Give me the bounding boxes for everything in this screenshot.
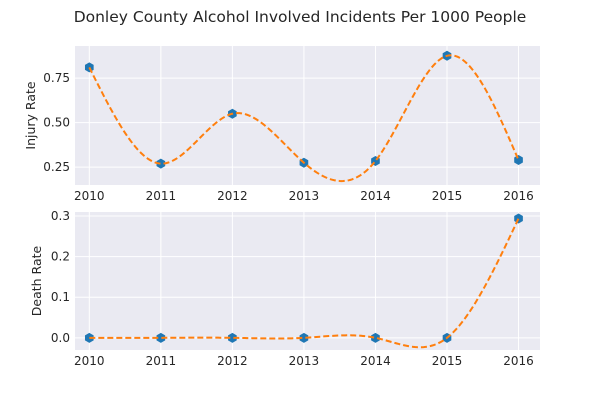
death-x-tick-label: 2010 [74, 354, 105, 368]
injury-x-tick-label: 2016 [503, 189, 534, 203]
injury-y-axis-label: Injury Rate [23, 81, 38, 149]
death-y-tick-label: 0.2 [51, 250, 70, 264]
death-data-point [228, 332, 237, 343]
death-y-axis-label: Death Rate [29, 245, 44, 316]
injury-rate-panel: 2010 2011 2012 2013 2014 2015 2016 0.25 0.50 0.75… [23, 46, 540, 203]
death-trend-curve [89, 218, 520, 349]
figure-title: Donley County Alcohol Involved Incidents… [74, 8, 527, 26]
injury-trend-curve [88, 54, 520, 183]
injury-x-tick-label: 2013 [289, 189, 320, 203]
injury-y-tick-label: 0.25 [43, 160, 70, 174]
injury-x-tick-label: 2012 [217, 189, 248, 203]
death-x-tick-label: 2015 [432, 354, 463, 368]
death-data-point [299, 332, 309, 343]
injury-data-point [156, 158, 166, 169]
death-y-tick-label: 0.1 [51, 290, 70, 304]
death-x-tick-label: 2014 [360, 354, 391, 368]
death-rate-panel: 2010 2011 2012 2013 2014 2015 2016 0.0 0.1 0.2 0.3… [29, 209, 540, 368]
injury-x-tick-label: 2010 [74, 189, 105, 203]
injury-x-tick-label: 2014 [360, 189, 391, 203]
injury-y-tick-label: 0.50 [43, 116, 70, 130]
death-plot-area [75, 212, 540, 350]
death-x-tick-label: 2012 [217, 354, 248, 368]
death-x-tick-label: 2016 [503, 354, 534, 368]
injury-x-tick-label: 2015 [432, 189, 463, 203]
death-x-tick-label: 2013 [289, 354, 320, 368]
death-y-tick-label: 0.0 [51, 331, 70, 345]
injury-y-tick-label: 0.75 [43, 71, 70, 85]
death-data-point [371, 332, 380, 343]
death-data-point [156, 332, 166, 343]
injury-x-tick-label: 2011 [146, 189, 177, 203]
death-y-tick-label: 0.3 [51, 209, 70, 223]
death-x-tick-label: 2011 [146, 354, 177, 368]
